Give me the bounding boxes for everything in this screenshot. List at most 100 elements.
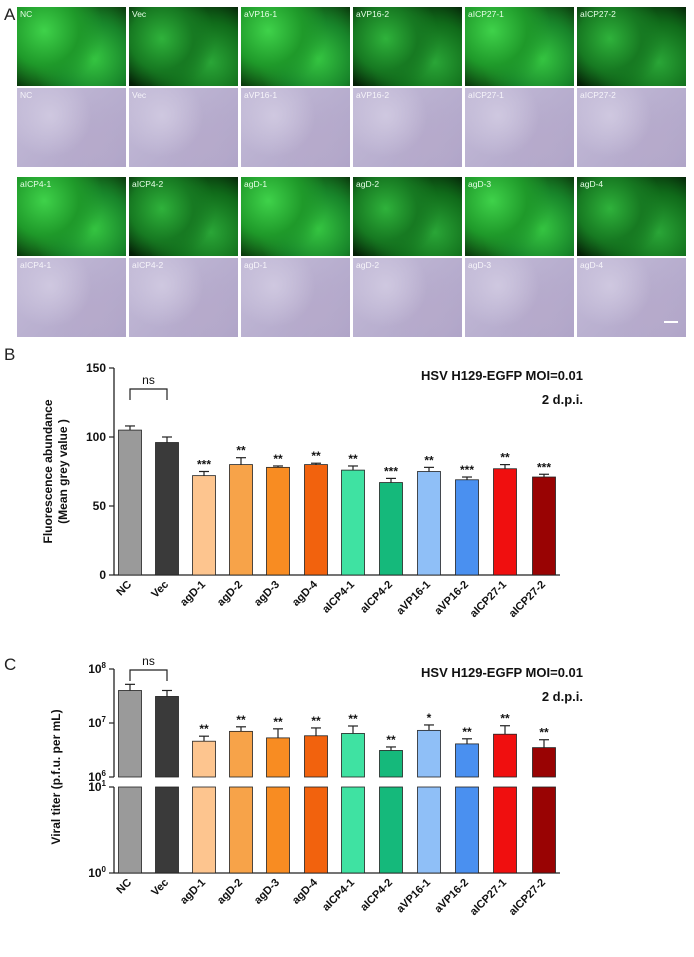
x-tick-label: NC [114, 877, 134, 897]
x-tick-label: agD-4 [290, 578, 321, 609]
brightfield-image-agd-3: agD-3 [465, 258, 574, 337]
x-tick-label: aICP4-1 [320, 877, 357, 914]
bar [266, 466, 290, 576]
significance-marker: *** [384, 464, 398, 478]
bar-lower-segment [266, 786, 290, 874]
significance-marker: ** [199, 722, 209, 736]
bar [192, 740, 216, 778]
image-label: NC [20, 9, 33, 19]
y-tick-label: 0 [99, 568, 106, 582]
brightfield-image-aicp27-1: aICP27-1 [465, 88, 574, 167]
significance-marker: ** [311, 449, 321, 463]
image-label: NC [20, 90, 33, 100]
tick-base: 10 [88, 770, 102, 784]
bar [455, 743, 479, 778]
y-tick-label: 101 [88, 779, 106, 794]
x-tick-label: agD-1 [178, 877, 208, 907]
significance-marker: ** [273, 715, 283, 729]
bar [155, 696, 179, 778]
brightfield-image-avp16-2: aVP16-2 [353, 88, 462, 167]
image-label: aICP27-1 [468, 90, 504, 100]
bar-lower-segment [304, 786, 328, 874]
ns-label: ns [142, 373, 155, 387]
x-tick-label: aICP4-2 [358, 579, 395, 616]
bar [341, 469, 365, 576]
y-tick-label: 100 [86, 430, 106, 444]
x-tick-label: agD-1 [178, 579, 208, 609]
y-tick-label: 108 [88, 661, 106, 676]
brightfield-image-agd-2: agD-2 [353, 258, 462, 337]
bar [532, 476, 556, 576]
bar [493, 468, 517, 576]
image-label: aICP27-1 [468, 9, 504, 19]
bar [417, 729, 441, 778]
bar [341, 733, 365, 778]
image-label: agD-4 [580, 179, 604, 189]
chart-subtitle: 2 d.p.i. [542, 392, 583, 407]
y-tick-label: 100 [88, 865, 106, 880]
image-label: agD-3 [468, 179, 492, 189]
brightfield-image-nc: NC [17, 88, 126, 167]
x-tick-label: aVP16-1 [394, 877, 433, 916]
axis-break-gap [106, 778, 566, 786]
fluorescence-image-nc: NC [17, 7, 126, 86]
image-label: agD-1 [244, 260, 268, 270]
image-label: aVP16-1 [244, 90, 278, 100]
bar-lower-segment [229, 786, 253, 874]
y-axis-label-line: (Mean grey value ) [56, 419, 70, 524]
tick-base: 10 [88, 716, 102, 730]
significance-marker: ** [273, 452, 283, 466]
image-label: aICP4-1 [20, 260, 52, 270]
ns-label: ns [142, 654, 155, 668]
x-tick-label: aICP27-1 [468, 579, 509, 620]
significance-marker: * [427, 711, 432, 725]
fluorescence-image-agd-1: agD-1 [241, 177, 350, 256]
bar [266, 737, 290, 778]
image-label: agD-2 [356, 179, 380, 189]
bar [155, 442, 179, 576]
image-label: agD-1 [244, 179, 268, 189]
x-tick-label: aVP16-2 [432, 579, 471, 618]
tick-base: 10 [88, 780, 102, 794]
image-label: aVP16-1 [244, 9, 278, 19]
significance-marker: ** [539, 726, 549, 740]
bar-lower-segment [341, 786, 365, 874]
bar-lower-segment [493, 786, 517, 874]
bar [229, 730, 253, 778]
significance-marker: ** [462, 725, 472, 739]
fluorescence-image-agd-3: agD-3 [465, 177, 574, 256]
bar-lower-segment [379, 786, 403, 874]
scale-bar [664, 321, 678, 323]
tick-base: 10 [88, 866, 102, 880]
panel-label-c: C [4, 655, 17, 674]
bar [229, 464, 253, 576]
brightfield-image-agd-1: agD-1 [241, 258, 350, 337]
chart-title: HSV H129-EGFP MOI=0.01 [421, 368, 583, 383]
x-tick-label: agD-3 [252, 579, 282, 609]
chart-subtitle: 2 d.p.i. [542, 689, 583, 704]
x-tick-label: NC [114, 579, 134, 599]
image-label: Vec [132, 9, 147, 19]
tick-base: 10 [88, 662, 102, 676]
bar [304, 735, 328, 778]
significance-marker: ** [500, 451, 510, 465]
significance-marker: ** [236, 713, 246, 727]
bar [417, 471, 441, 576]
fluorescence-image-aicp27-1: aICP27-1 [465, 7, 574, 86]
image-label: aVP16-2 [356, 9, 390, 19]
panel-label-b: B [4, 345, 16, 364]
microscopy-image-grid: NC Vec aVP16-1 aVP16-2 aICP27-1 aICP27-2 NC Vec… [17, 7, 689, 337]
x-tick-label: agD-2 [215, 579, 245, 609]
x-tick-label: agD-2 [215, 877, 245, 907]
fluorescence-image-aicp27-2: aICP27-2 [577, 7, 686, 86]
brightfield-image-aicp27-2: aICP27-2 [577, 88, 686, 167]
brightfield-image-avp16-1: aVP16-1 [241, 88, 350, 167]
image-label: aICP4-2 [132, 179, 164, 189]
y-axis-label: Viral titer (p.f.u. per mL) [49, 709, 63, 844]
bar [118, 690, 142, 778]
y-axis-label: Fluorescence abundance(Mean grey value ) [41, 399, 70, 543]
x-tick-label: aVP16-2 [432, 877, 471, 916]
bar-lower-segment [455, 786, 479, 874]
image-label: agD-2 [356, 260, 380, 270]
significance-marker: ** [311, 714, 321, 728]
